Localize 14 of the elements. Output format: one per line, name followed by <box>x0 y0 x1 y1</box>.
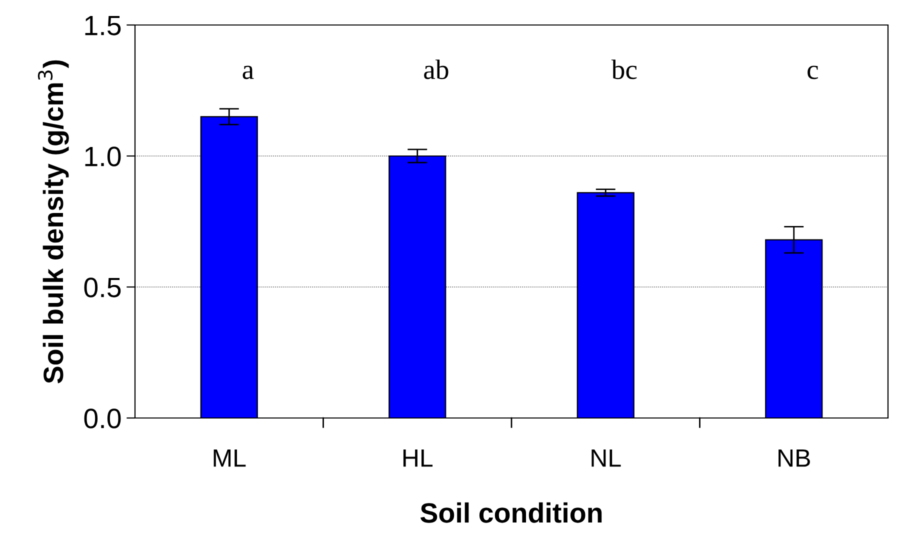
x-tick-label: NB <box>778 449 810 467</box>
y-axis-title: Soil bulk density (g/cm$^{3}$) <box>38 60 69 384</box>
annotation: bc <box>611 60 637 80</box>
annotation: a <box>242 66 254 80</box>
x-tick-label: HL <box>403 449 433 467</box>
y-tick-label: 0.5 <box>84 278 121 298</box>
annotation: ab <box>424 60 448 80</box>
annotation: c <box>808 66 818 80</box>
y-tick-label: 0.0 <box>84 408 121 428</box>
x-tick-label: ML <box>214 449 246 467</box>
x-axis-title: Soil condition <box>420 502 602 523</box>
y-tick-label: 1.5 <box>85 16 121 36</box>
x-tick-label: NL <box>592 449 621 467</box>
y-tick-label: 1.0 <box>85 146 121 166</box>
